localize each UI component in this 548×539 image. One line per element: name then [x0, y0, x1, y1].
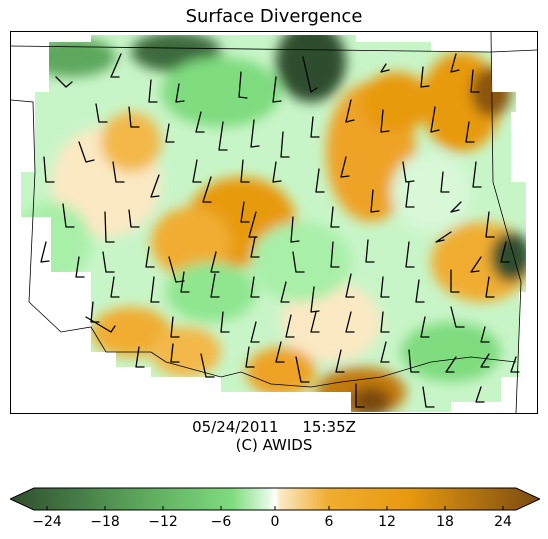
- time-label: 15:35Z: [302, 418, 356, 436]
- colorbar-ticks: [46, 506, 504, 510]
- wind-barbs: [40, 53, 520, 408]
- colorbar-tick-label: −24: [32, 514, 62, 530]
- colorbar-tick-label: −6: [210, 514, 232, 530]
- credit-label: (C) AWIDS: [235, 436, 313, 454]
- colorbar: [8, 487, 542, 511]
- date-label: 05/24/2011: [192, 418, 279, 436]
- colorbar-tick-label: 6: [324, 514, 334, 530]
- colorbar-tick-label: 18: [436, 514, 454, 530]
- colorbar-tick-label: 12: [378, 514, 396, 530]
- divergence-map: [10, 31, 538, 414]
- timestamp: 05/24/2011 15:35Z: [0, 418, 548, 436]
- state-boundaries: [11, 32, 537, 413]
- colorbar-tick-label: −18: [90, 514, 120, 530]
- colorbar-tick-label: 24: [494, 514, 512, 530]
- colorbar-tick-label: −12: [148, 514, 178, 530]
- map-title: Surface Divergence: [185, 6, 363, 27]
- colorbar-tick-label: 0: [270, 514, 280, 530]
